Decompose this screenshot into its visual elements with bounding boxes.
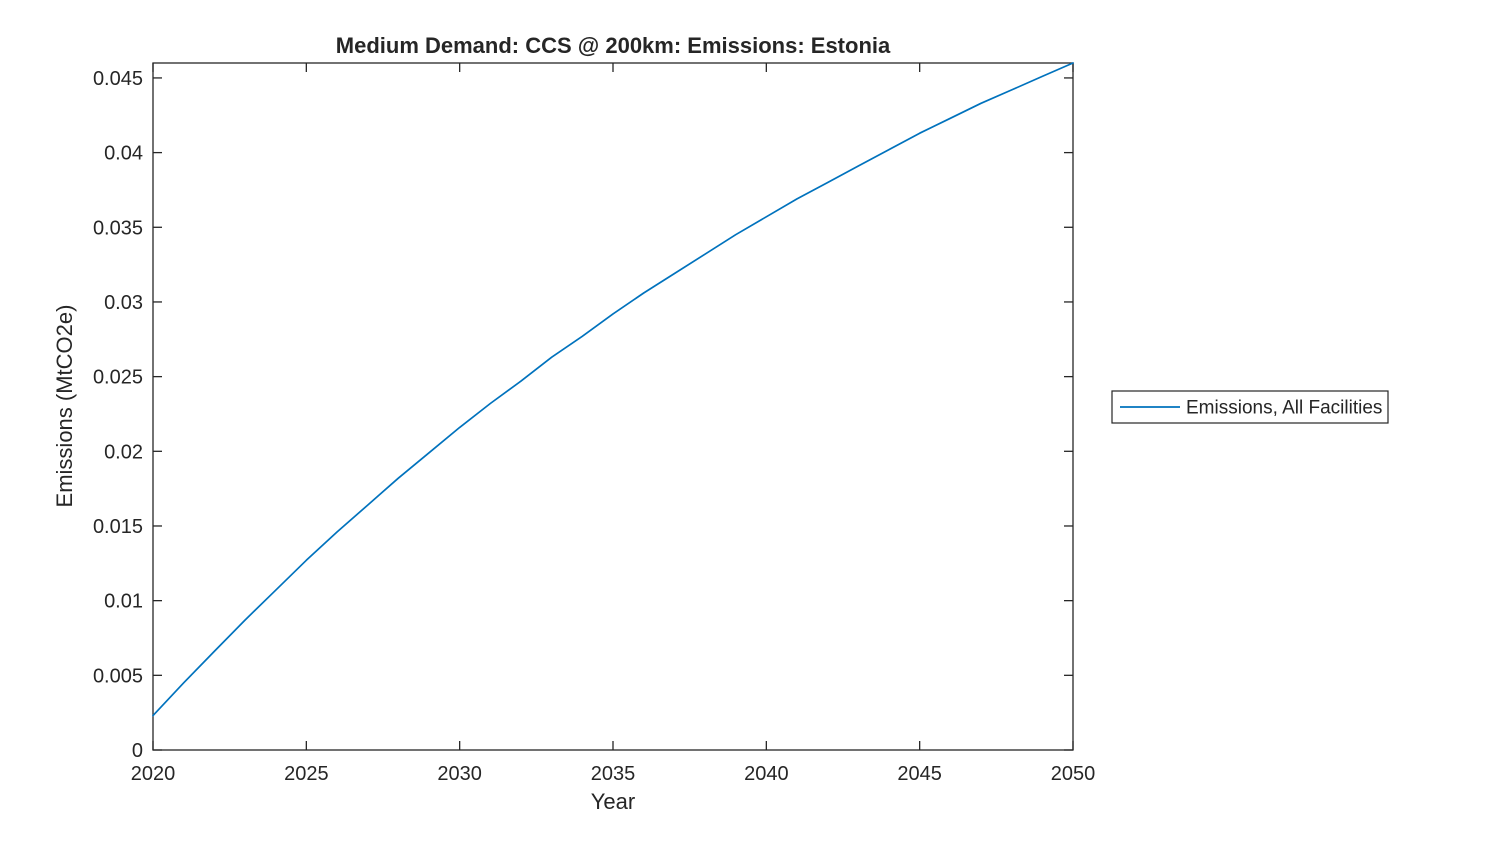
legend[interactable]: Emissions, All Facilities bbox=[1111, 390, 1389, 424]
legend-entry-label: Emissions, All Facilities bbox=[1186, 398, 1382, 419]
series-line-emissions bbox=[152, 62, 1074, 717]
y-tick-label: 0.01 bbox=[104, 591, 143, 613]
chart-title: Medium Demand: CCS @ 200km: Emissions: E… bbox=[336, 33, 891, 58]
axis-tick-labels: 2020 2025 2030 2035 2040 2045 2050 0 0.005 0.01 0.… bbox=[93, 68, 1095, 785]
y-tick-label: 0.04 bbox=[104, 143, 143, 165]
y-tick-label: 0.025 bbox=[93, 367, 143, 389]
y-tick-label: 0.005 bbox=[93, 665, 143, 687]
y-tick-label: 0.015 bbox=[93, 516, 143, 538]
x-tick-label: 2040 bbox=[744, 763, 789, 785]
x-tick-label: 2035 bbox=[591, 763, 636, 785]
y-axis-label: Emissions (MtCO2e) bbox=[52, 305, 77, 508]
x-tick-label: 2020 bbox=[131, 763, 176, 785]
y-tick-label: 0.02 bbox=[104, 441, 143, 463]
x-axis-label: Year bbox=[591, 789, 635, 814]
x-tick-label: 2030 bbox=[437, 763, 482, 785]
y-tick-label: 0.035 bbox=[93, 217, 143, 239]
y-tick-label: 0.045 bbox=[93, 68, 143, 90]
x-tick-label: 2045 bbox=[897, 763, 942, 785]
plot-frame bbox=[152, 62, 1074, 751]
axis-ticks bbox=[152, 63, 1074, 751]
x-tick-label: 2025 bbox=[284, 763, 329, 785]
y-tick-label: 0 bbox=[132, 740, 143, 762]
x-tick-label: 2050 bbox=[1051, 763, 1096, 785]
y-tick-label: 0.03 bbox=[104, 292, 143, 314]
